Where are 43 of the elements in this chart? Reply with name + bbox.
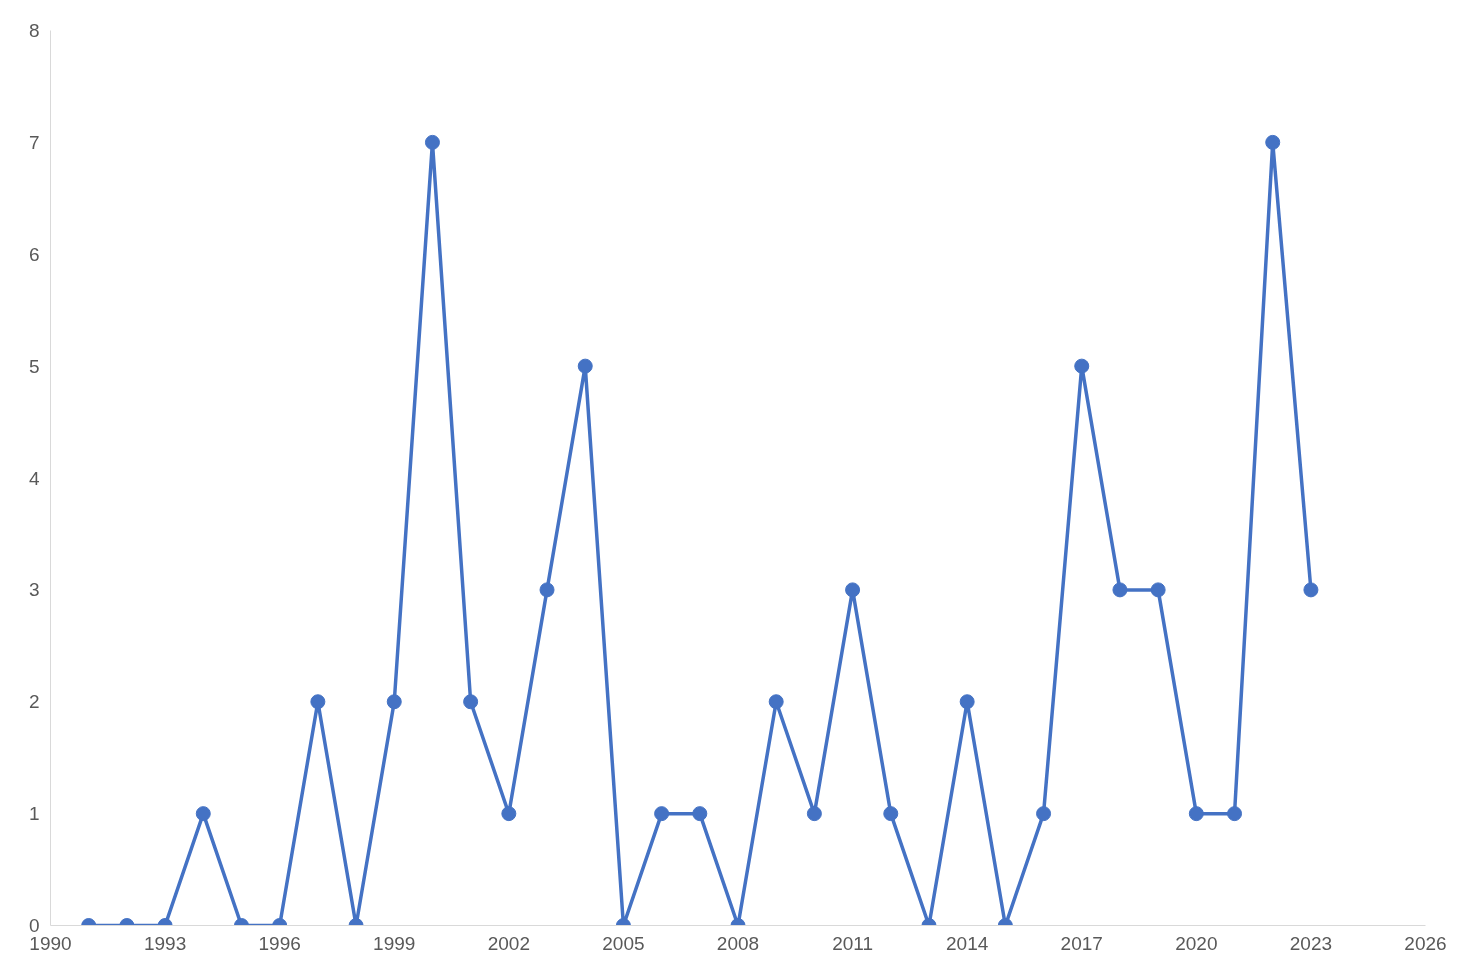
x-tick-label: 2002 xyxy=(487,932,530,954)
point xyxy=(654,806,670,822)
x-tick-label: 2005 xyxy=(602,932,645,954)
point xyxy=(577,358,593,374)
point xyxy=(768,694,784,710)
point xyxy=(806,806,822,822)
point xyxy=(845,582,861,598)
y-tick-label: 4 xyxy=(28,467,40,489)
point xyxy=(195,806,211,822)
point xyxy=(1150,582,1166,598)
y-tick-label: 6 xyxy=(28,243,40,265)
x-tick-label: 2011 xyxy=(832,932,874,954)
x-tick-label: 2026 xyxy=(1404,932,1447,954)
y-tick-label: 8 xyxy=(28,20,40,41)
x-tick-label: 1999 xyxy=(373,932,416,954)
point xyxy=(539,582,555,598)
x-tick-label: 2020 xyxy=(1175,932,1218,954)
y-tick-label: 2 xyxy=(28,691,40,713)
x-tick-label: 2023 xyxy=(1289,932,1333,954)
point xyxy=(959,694,975,710)
point xyxy=(1112,582,1128,598)
point xyxy=(1074,358,1090,374)
point xyxy=(1265,134,1281,150)
y-tick-label: 5 xyxy=(28,355,40,377)
point xyxy=(1227,806,1243,822)
point xyxy=(1036,806,1052,822)
point xyxy=(1188,806,1204,822)
point xyxy=(883,806,899,822)
point xyxy=(1303,582,1319,598)
y-tick-label: 7 xyxy=(28,131,40,153)
x-tick-label: 1993 xyxy=(143,932,187,954)
x-tick-label: 2014 xyxy=(946,932,989,954)
y-tick-label: 3 xyxy=(28,579,40,601)
x-tick-label: 2017 xyxy=(1060,932,1103,954)
point xyxy=(386,694,402,710)
point xyxy=(692,806,708,822)
y-tick-label: 1 xyxy=(28,803,40,825)
x-tick-label: 2008 xyxy=(716,932,760,954)
point xyxy=(463,694,479,710)
point xyxy=(501,806,517,822)
x-tick-label: 1996 xyxy=(258,932,301,954)
point xyxy=(424,134,440,150)
point xyxy=(310,694,326,710)
